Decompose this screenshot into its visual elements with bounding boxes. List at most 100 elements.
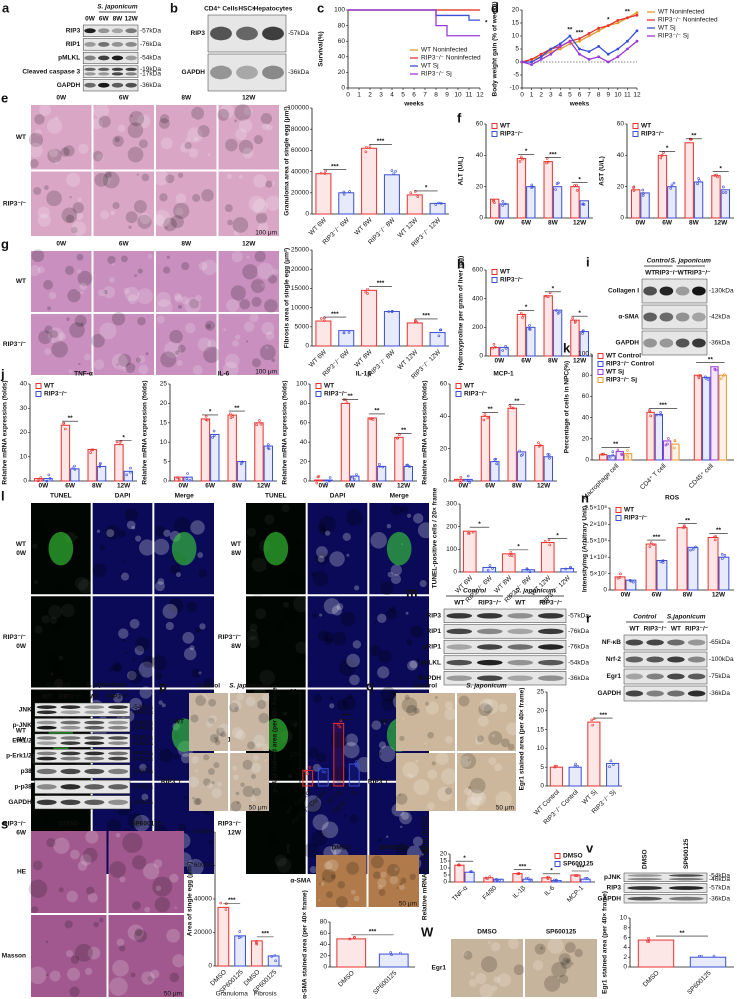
texture bbox=[205, 697, 209, 700]
x-tick-label: SP600125 bbox=[372, 969, 399, 996]
texture bbox=[276, 858, 292, 873]
data-dot bbox=[342, 331, 346, 335]
y-tick-label: 80 bbox=[582, 372, 590, 379]
legend-swatch bbox=[315, 391, 322, 397]
significance-label: * bbox=[666, 145, 669, 152]
data-dot bbox=[354, 764, 358, 768]
bar bbox=[454, 864, 465, 883]
y-tick-label: 2×10⁸ bbox=[590, 521, 608, 528]
band bbox=[537, 675, 564, 681]
y-axis-label: Granuloma area of single egg (μm²) bbox=[284, 106, 291, 215]
y-tick-label: 40 bbox=[20, 381, 28, 388]
x-tick-label: 6W bbox=[345, 483, 356, 490]
lane-label: 12W bbox=[124, 16, 138, 23]
lane-label: WT bbox=[515, 600, 525, 607]
row-label: 8W bbox=[231, 550, 242, 557]
texture bbox=[285, 715, 291, 721]
lane-label: RIP3⁻/⁻ bbox=[655, 270, 679, 277]
band bbox=[111, 82, 124, 88]
texture bbox=[193, 136, 199, 142]
data-dot bbox=[612, 763, 615, 766]
header-label: Control bbox=[647, 258, 670, 265]
column-label: 12W bbox=[242, 241, 256, 248]
column-label: S. japonicum bbox=[466, 683, 507, 690]
texture bbox=[41, 607, 51, 617]
bar bbox=[251, 940, 263, 967]
bar bbox=[234, 935, 246, 967]
legend-swatch bbox=[491, 269, 498, 275]
y-tick-label: 40 bbox=[476, 152, 484, 159]
texture bbox=[122, 366, 127, 372]
texture bbox=[167, 118, 170, 121]
texture bbox=[195, 627, 202, 634]
band bbox=[36, 725, 57, 730]
y-tick-label: 20 bbox=[20, 429, 28, 436]
band bbox=[125, 55, 137, 61]
bar bbox=[338, 330, 355, 347]
data-dot bbox=[323, 316, 326, 320]
data-dot bbox=[683, 524, 686, 527]
texture bbox=[390, 504, 402, 516]
stain bbox=[171, 531, 197, 566]
bar bbox=[671, 443, 680, 461]
x-tick-label: 12W bbox=[117, 483, 131, 490]
texture bbox=[134, 751, 137, 754]
texture bbox=[300, 786, 304, 789]
y-tick-label: 60 bbox=[582, 393, 590, 400]
y-axis-label: TUNEL-positive cells / 20× frame bbox=[432, 487, 439, 588]
micrograph bbox=[396, 693, 455, 751]
column-label: TUNEL bbox=[50, 493, 72, 500]
texture bbox=[32, 543, 38, 549]
texture bbox=[91, 118, 103, 130]
y-tick-label: 0 bbox=[540, 783, 544, 790]
bar bbox=[656, 559, 668, 591]
kda-label: -36kDa bbox=[709, 340, 730, 347]
y-tick-label: 20000 bbox=[291, 266, 309, 273]
row-label: 0W bbox=[16, 550, 27, 557]
column-label: 8W bbox=[181, 95, 192, 102]
texture bbox=[342, 532, 351, 541]
data-dot bbox=[519, 155, 523, 159]
panel-letter: W bbox=[421, 924, 434, 939]
texture bbox=[80, 322, 84, 326]
band bbox=[507, 659, 534, 666]
data-dot bbox=[355, 473, 358, 476]
texture bbox=[224, 204, 233, 213]
texture bbox=[235, 334, 241, 340]
row-label: 12W bbox=[228, 830, 242, 837]
texture bbox=[410, 625, 424, 638]
texture bbox=[141, 971, 155, 985]
texture bbox=[141, 793, 149, 801]
texture bbox=[195, 695, 206, 706]
y-tick-label: 10000 bbox=[291, 304, 309, 311]
bar bbox=[361, 147, 378, 215]
y-tick-label: 200 bbox=[446, 523, 457, 530]
texture bbox=[460, 753, 477, 770]
texture bbox=[458, 695, 470, 707]
data-dot bbox=[519, 311, 523, 315]
significance-label: * bbox=[550, 868, 553, 875]
blot-strip bbox=[623, 894, 708, 904]
texture bbox=[488, 757, 497, 766]
texture bbox=[317, 630, 329, 642]
texture bbox=[233, 229, 240, 236]
bar bbox=[403, 465, 413, 482]
texture bbox=[102, 171, 120, 189]
texture bbox=[131, 525, 136, 530]
kda-label: -44kDa bbox=[132, 750, 153, 757]
band bbox=[108, 751, 129, 756]
y-tick-label: 2.5×10⁸ bbox=[584, 505, 607, 512]
texture bbox=[48, 291, 57, 300]
x-tick-label: 0W bbox=[459, 483, 470, 490]
data-dot bbox=[528, 328, 532, 331]
y-tick-label: 10 bbox=[537, 745, 545, 752]
texture bbox=[136, 288, 153, 305]
texture bbox=[386, 523, 392, 529]
band bbox=[36, 768, 57, 775]
micrograph bbox=[451, 939, 523, 997]
texture bbox=[111, 353, 128, 370]
legend-label: RIP3⁻/⁻ bbox=[324, 391, 348, 398]
x-tick-label: 0W bbox=[621, 592, 632, 599]
bar bbox=[614, 576, 626, 591]
texture bbox=[377, 837, 382, 843]
